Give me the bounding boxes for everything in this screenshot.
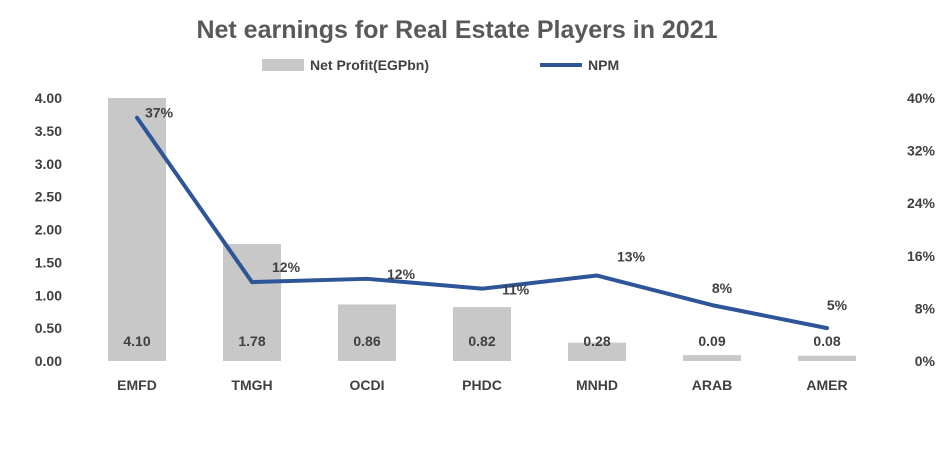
category-labels: EMFD TMGH OCDI PHDC MNHD ARAB AMER: [117, 377, 847, 393]
right-axis: 0% 8% 16% 24% 32% 40%: [907, 90, 936, 369]
left-axis-tick: 4.00: [35, 90, 62, 106]
left-axis-tick: 0.50: [35, 320, 62, 336]
left-axis-tick: 3.00: [35, 156, 62, 172]
left-axis-tick: 1.50: [35, 254, 62, 270]
npm-value-label: 12%: [272, 259, 301, 275]
npm-value-label: 37%: [145, 105, 174, 121]
bar-ocdi: [338, 304, 396, 361]
bar-emfd: [108, 98, 166, 361]
left-axis-tick: 0.00: [35, 353, 62, 369]
right-axis-tick: 16%: [907, 248, 936, 264]
npm-value-label: 8%: [712, 280, 733, 296]
npm-labels: 37% 12% 12% 11% 13% 8% 5%: [145, 105, 848, 313]
bar-series: [108, 98, 856, 361]
bar-value-label: 0.28: [583, 333, 610, 349]
category-label: MNHD: [576, 377, 618, 393]
legend: Net Profit(EGPbn) NPM: [262, 57, 619, 73]
bar-arab: [683, 355, 741, 361]
right-axis-tick: 40%: [907, 90, 936, 106]
bar-value-label: 4.10: [123, 333, 150, 349]
category-label: AMER: [806, 377, 847, 393]
bar-tmgh: [223, 243, 281, 361]
bar-value-label: 1.78: [238, 333, 265, 349]
category-label: TMGH: [231, 377, 272, 393]
right-axis-tick: 8%: [915, 300, 936, 316]
left-axis-tick: 2.50: [35, 189, 62, 205]
npm-value-label: 11%: [502, 282, 530, 298]
legend-bar-swatch: [262, 59, 304, 71]
bar-value-label: 0.08: [813, 333, 840, 349]
bar-value-label: 0.82: [468, 333, 495, 349]
right-axis-tick: 24%: [907, 195, 936, 211]
category-label: ARAB: [692, 377, 732, 393]
right-axis-tick: 0%: [915, 353, 936, 369]
bar-value-label: 0.86: [353, 333, 380, 349]
left-axis-tick: 3.50: [35, 123, 62, 139]
line-series: [135, 115, 829, 331]
bar-mnhd: [568, 342, 626, 361]
left-axis-tick: 1.00: [35, 287, 62, 303]
chart-title: Net earnings for Real Estate Players in …: [196, 16, 717, 44]
npm-value-label: 13%: [617, 249, 646, 265]
category-label: EMFD: [117, 377, 157, 393]
npm-value-label: 5%: [827, 297, 848, 313]
npm-value-label: 12%: [387, 266, 416, 282]
category-label: PHDC: [462, 377, 502, 393]
bar-phdc: [453, 307, 511, 361]
bar-value-label: 0.09: [698, 333, 725, 349]
left-axis-tick: 2.00: [35, 222, 62, 238]
legend-line-label: NPM: [588, 57, 619, 73]
category-label: OCDI: [350, 377, 385, 393]
bar-amer: [798, 355, 856, 361]
right-axis-tick: 32%: [907, 143, 936, 159]
bar-labels: 4.10 1.78 0.86 0.82 0.28 0.09 0.08: [123, 333, 840, 349]
left-axis: 0.00 0.50 1.00 1.50 2.00 2.50 3.00 3.50 4.00: [35, 90, 62, 369]
legend-bar-label: Net Profit(EGPbn): [310, 57, 429, 73]
